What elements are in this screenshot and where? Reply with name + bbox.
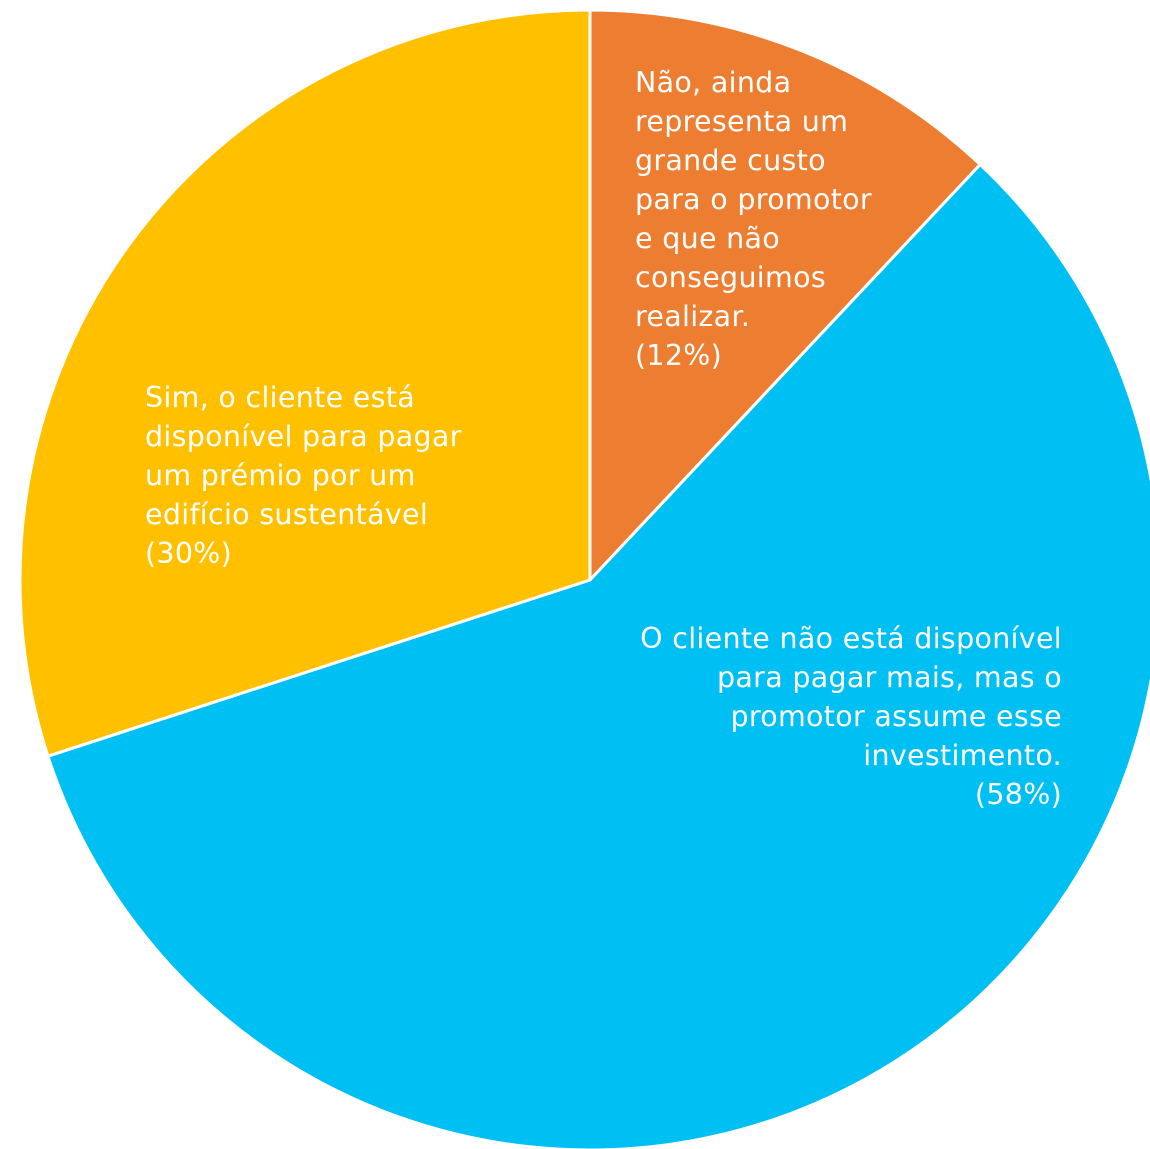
- pie-slice-nao-custo: [588, 8, 982, 582]
- slice-value-label: (58%): [974, 778, 1062, 811]
- slice-label-cliente-nao-disponivel: O cliente não está disponível para pagar…: [560, 619, 1062, 814]
- slice-value-label: (30%): [145, 537, 233, 570]
- pie-slice-cliente-nao-disponivel: [46, 162, 1150, 1149]
- slice-label-nao-custo: Não, ainda representa um grande custo pa…: [635, 63, 935, 375]
- slice-value-label: (12%): [635, 339, 723, 372]
- slice-label-text: Sim, o cliente está disponível para paga…: [145, 381, 462, 531]
- slice-label-text: Não, ainda representa um grande custo pa…: [635, 66, 872, 333]
- slice-label-sim-premio: Sim, o cliente está disponível para paga…: [145, 378, 545, 573]
- pie-slice-sim-premio: [18, 8, 592, 758]
- slice-label-text: O cliente não está disponível para pagar…: [640, 622, 1062, 772]
